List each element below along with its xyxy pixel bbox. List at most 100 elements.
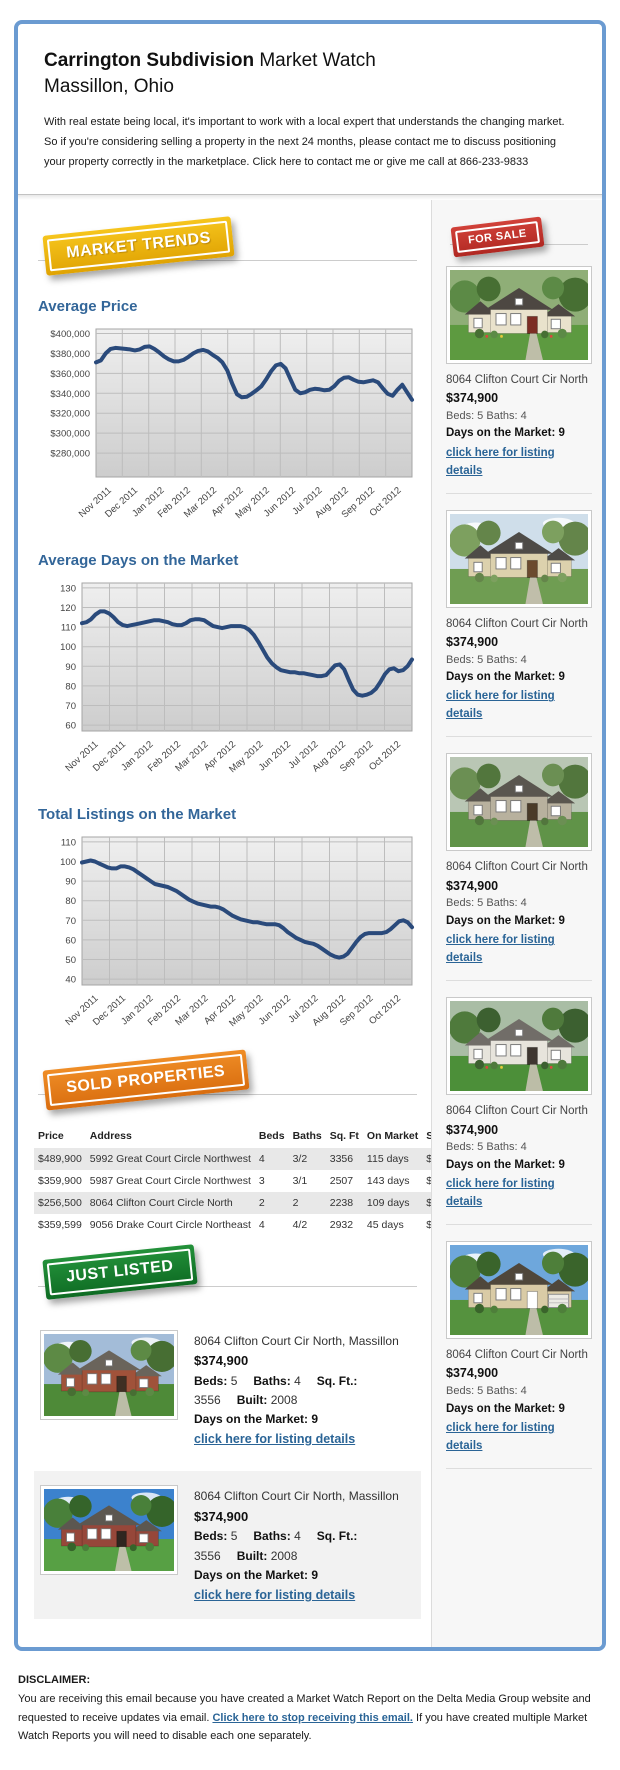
listing-specs: Beds: 5 Baths: 4 Sq. Ft.: 3556 Built: 2008 xyxy=(194,1372,413,1410)
disclaimer-title: DISCLAIMER: xyxy=(18,1674,91,1687)
svg-text:40: 40 xyxy=(65,974,76,985)
house-photo-illustration xyxy=(450,513,588,604)
table-column-header: Beds xyxy=(258,1129,285,1142)
sold-properties-ribbon: SOLD PROPERTIES xyxy=(42,1049,250,1111)
spec-label: Baths: xyxy=(253,1373,291,1388)
listing-address: 8064 Clifton Court Cir North xyxy=(446,1349,588,1362)
just-listed-section-header: JUST LISTED xyxy=(34,1243,421,1308)
total-listings-chart: 110 100 90 80 70 60 50 40 Nov 2011 Dec 2011 Jan 20… xyxy=(34,831,421,1044)
svg-text:120: 120 xyxy=(60,603,76,614)
table-cell: 2238 xyxy=(325,1191,363,1214)
market-trends-ribbon-label: MARKET TRENDS xyxy=(46,220,231,272)
svg-text:60: 60 xyxy=(65,720,76,731)
svg-text:50: 50 xyxy=(65,955,76,966)
property-photo[interactable] xyxy=(446,265,592,364)
table-cell: $359,900 xyxy=(38,1174,82,1187)
listing-details-link[interactable]: click here for listing details xyxy=(194,1587,356,1602)
table-cell: 5987 Great Court Circle Northwest xyxy=(89,1174,251,1187)
unsubscribe-link[interactable]: Click here to stop receiving this email. xyxy=(212,1711,413,1724)
svg-text:$320,000: $320,000 xyxy=(50,408,90,419)
listing-beds-baths: Beds: 5 Baths: 4 xyxy=(446,1385,527,1398)
for-sale-ribbon-label: FOR SALE xyxy=(454,220,540,253)
listing-details-link[interactable]: click here for listing details xyxy=(446,1422,555,1453)
listing-price: $374,900 xyxy=(446,1122,499,1137)
listing-price: $374,900 xyxy=(446,390,499,405)
spec-label: Built: xyxy=(236,1392,268,1407)
listing-info: 8064 Clifton Court Cir North, Massillon $… xyxy=(194,1485,413,1605)
table-row: $359,900 5987 Great Court Circle Northwes… xyxy=(34,1170,482,1192)
svg-text:90: 90 xyxy=(65,661,76,672)
svg-text:80: 80 xyxy=(65,681,76,692)
table-cell: 8064 Clifton Court Circle North xyxy=(85,1191,255,1214)
listing-address: 8064 Clifton Court Cir North xyxy=(446,617,588,630)
property-photo[interactable] xyxy=(40,1329,178,1420)
spec-value: 4 xyxy=(294,1529,301,1544)
spec-value: 3556 xyxy=(194,1392,221,1407)
property-photo[interactable] xyxy=(40,1485,178,1576)
table-column-header: On Market xyxy=(366,1129,419,1142)
listing-card: 8064 Clifton Court Cir North $374,900 Beds… xyxy=(446,753,592,982)
table-cell: $489,900 xyxy=(34,1147,86,1170)
property-photo[interactable] xyxy=(446,997,592,1096)
table-column-header: Sq. Ft xyxy=(329,1129,359,1142)
spec-value: 2008 xyxy=(270,1392,298,1407)
table-cell: 3/2 xyxy=(288,1147,326,1170)
spec-label: Built: xyxy=(236,1548,268,1563)
line-chart: $400,000 $380,000 $360,000 $340,000 $320,000… xyxy=(50,328,414,521)
table-cell: 3 xyxy=(258,1174,265,1187)
listing-price: $374,900 xyxy=(194,1508,249,1524)
property-photo[interactable] xyxy=(446,509,592,608)
average-price-chart: $400,000 $380,000 $360,000 $340,000 $320,000… xyxy=(34,323,421,536)
spec-label: Beds: xyxy=(194,1529,228,1544)
listing-days-on-market: Days on the Market: 9 xyxy=(194,1412,319,1427)
listing-beds-baths: Beds: 5 Baths: 4 xyxy=(446,409,527,422)
svg-text:$280,000: $280,000 xyxy=(50,448,90,459)
spec-label: Baths: xyxy=(253,1529,291,1544)
svg-text:110: 110 xyxy=(61,622,76,633)
svg-text:$400,000: $400,000 xyxy=(50,329,90,340)
listing-details-link[interactable]: click here for listing details xyxy=(446,446,555,477)
table-row: $256,500 8064 Clifton Court Circle North 2… xyxy=(34,1191,482,1214)
sold-properties-section-header: SOLD PROPERTIES xyxy=(34,1049,421,1116)
table-cell: 45 days xyxy=(366,1218,404,1231)
main-column: MARKET TRENDS Average Price $400,000 $380… xyxy=(18,200,482,1647)
svg-text:$300,000: $300,000 xyxy=(50,428,90,439)
city-subtitle: Massillon, Ohio xyxy=(44,75,174,97)
spec-value: 2008 xyxy=(270,1548,298,1563)
property-photo[interactable] xyxy=(446,1241,592,1340)
for-sale-section-header: FOR SALE xyxy=(446,216,592,266)
svg-text:90: 90 xyxy=(65,876,76,887)
listing-details-link[interactable]: click here for listing details xyxy=(446,934,555,965)
just-listed-ribbon-label: JUST LISTED xyxy=(46,1248,194,1296)
section-rule xyxy=(38,1285,417,1287)
house-photo-illustration xyxy=(450,1001,588,1092)
total-listings-heading: Total Listings on the Market xyxy=(38,805,237,823)
listing-address: 8064 Clifton Court Cir North xyxy=(446,861,588,874)
listing-days-on-market: Days on the Market: 9 xyxy=(446,427,565,440)
spec-value: 5 xyxy=(230,1373,238,1388)
listing-card: 8064 Clifton Court Cir North $374,900 Beds… xyxy=(446,265,592,494)
listing-beds-baths: Beds: 5 Baths: 4 xyxy=(446,897,527,910)
table-cell: 2 xyxy=(254,1191,289,1214)
svg-text:110: 110 xyxy=(61,837,76,848)
svg-text:60: 60 xyxy=(65,935,76,946)
spec-label: Sq. Ft.: xyxy=(316,1373,358,1388)
listing-details-link[interactable]: click here for listing details xyxy=(446,690,555,721)
listing-days-on-market: Days on the Market: 9 xyxy=(446,1158,565,1171)
listing-details-link[interactable]: click here for listing details xyxy=(194,1432,356,1447)
house-photo-illustration xyxy=(450,269,588,360)
table-column-header: Baths xyxy=(292,1129,322,1142)
listing-days-on-market: Days on the Market: 9 xyxy=(194,1567,319,1582)
table-cell: 3356 xyxy=(325,1147,363,1170)
table-cell: 109 days xyxy=(362,1191,423,1214)
property-photo[interactable] xyxy=(446,753,592,852)
listing-details-link[interactable]: click here for listing details xyxy=(446,1178,555,1209)
average-days-chart: 130 120 110 100 90 80 70 60 Nov 2011 Dec 2011 Jan … xyxy=(34,577,421,790)
for-sale-ribbon: FOR SALE xyxy=(450,216,545,258)
table-cell: 4/2 xyxy=(292,1218,308,1231)
table-cell: 115 days xyxy=(362,1147,423,1170)
just-listed-list: 8064 Clifton Court Cir North, Massillon $… xyxy=(34,1316,421,1620)
